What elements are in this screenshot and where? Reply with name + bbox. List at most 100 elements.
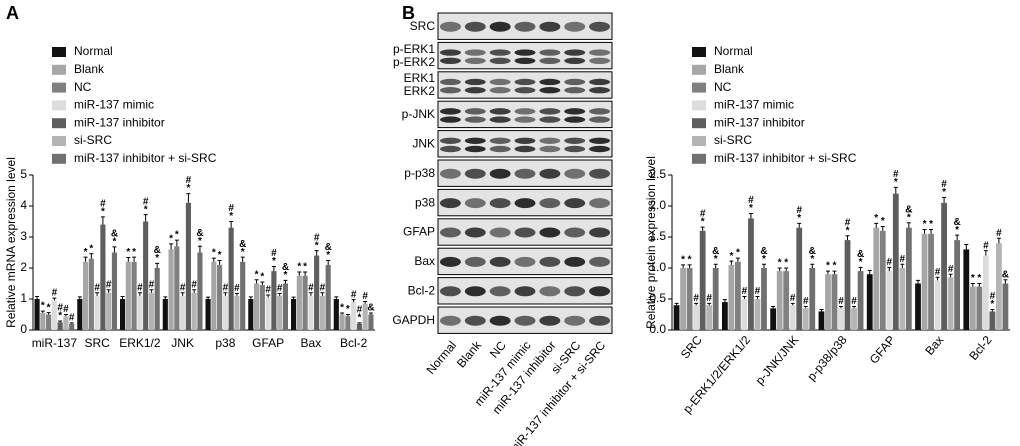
blot-row-label: ERK2 [404,84,436,98]
significance-marker: * [126,247,130,258]
y-tick-label: 0 [20,322,27,336]
significance-marker: # [693,293,699,304]
legend-label: miR-137 inhibitor [74,115,165,129]
significance-marker: & [760,246,767,257]
significance-marker: # [838,296,844,307]
significance-marker: # [990,291,996,302]
y-tick-label: 2.5 [649,167,666,181]
band [464,108,486,115]
significance-marker: & [239,239,246,250]
significance-marker: * [340,303,344,314]
error-bar [149,289,154,293]
band [464,137,486,144]
band [489,168,511,179]
band [464,145,486,153]
significance-marker: * [977,273,981,284]
significance-marker: * [58,311,62,322]
significance-marker: # [357,305,363,316]
legend-swatch [52,82,66,93]
bar [77,299,83,330]
bar [693,305,700,330]
error-bar [1003,279,1008,284]
band [489,57,511,65]
significance-marker: # [149,279,155,290]
bar [921,233,928,330]
band [439,108,461,115]
band [464,49,486,56]
legend-label: miR-137 inhibitor + si-SRC [714,151,857,165]
error-bar [206,296,211,299]
x-tick-label: SRC [678,333,705,362]
band [514,145,536,153]
bar [831,274,838,330]
significance-marker: * [749,203,753,214]
bar [106,292,112,330]
bar [783,271,790,330]
error-bar [906,222,911,228]
significance-marker: # [851,296,857,307]
bar [963,249,970,330]
significance-marker: * [155,253,159,264]
legend-swatch [52,47,66,57]
blot-row-label: p-ERK1 [393,42,435,56]
bar [673,305,680,330]
band [489,108,511,115]
error-bar [990,309,995,312]
error-bar [180,292,185,296]
legend-swatch [52,100,66,111]
significance-marker: * [955,225,959,236]
significance-marker: & [325,242,332,253]
band [489,137,511,144]
significance-marker: * [797,213,801,224]
y-tick-label: 5 [20,167,27,181]
significance-marker: * [101,206,105,217]
bar [148,292,154,330]
bar [706,305,713,330]
legend-label: miR-137 inhibitor + si-SRC [74,151,217,165]
bar [174,246,180,330]
band [514,87,536,94]
significance-marker: # [271,248,277,259]
bar [314,255,320,330]
band [589,227,611,238]
bar [809,268,816,330]
band [564,108,586,115]
bar [712,268,719,330]
error-bar [248,296,253,299]
bar [995,243,1002,330]
error-bar [729,260,734,265]
error-bar [929,229,934,234]
error-bar [126,256,131,262]
error-bar [308,292,313,296]
y-tick-label: 2 [20,260,27,274]
legend-swatch [692,64,706,75]
band [514,57,536,65]
bar [248,299,254,330]
bar [265,297,271,330]
bar [319,295,325,330]
band [539,78,561,86]
bar [254,283,260,330]
band [439,198,461,209]
error-bar [52,297,57,301]
x-tick-label: Bcl-2 [966,333,995,363]
legend-swatch [692,82,706,93]
error-bar [845,235,850,241]
blot-row-label: GFAP [403,225,435,239]
band [564,286,586,297]
band [589,145,611,153]
bar [699,230,706,330]
significance-marker: # [234,283,240,294]
significance-marker: # [228,203,234,214]
significance-marker: # [941,179,947,190]
bar [356,323,362,330]
bar [728,264,735,330]
band [564,145,586,153]
band [514,116,536,123]
y-tick-label: 3 [20,229,27,243]
significance-marker: * [688,255,692,266]
legend-swatch [692,47,706,57]
blot-row-label: Bax [414,254,435,268]
error-bar [223,292,228,296]
